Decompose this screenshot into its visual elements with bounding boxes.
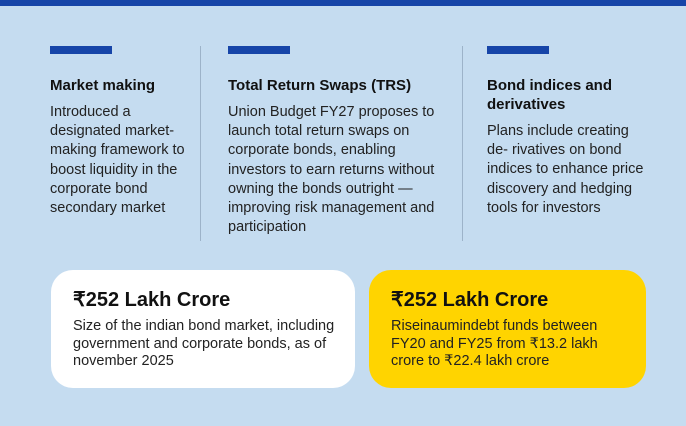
card-stat: ₹252 Lakh Crore (391, 289, 549, 311)
market-making-body: Introduced a designated market-making fr… (50, 104, 185, 217)
bond-market-size-card: ₹252 Lakh Crore Size of the indian bond … (51, 270, 355, 388)
trs-body: Union Budget FY27 proposes to launch tot… (228, 104, 435, 236)
column-divider (462, 46, 463, 241)
trs-title: Total Return Swaps (TRS) (228, 77, 412, 94)
column-divider (200, 46, 201, 241)
bond-indices-column: Bond indices and derivatives Plans inclu… (487, 46, 653, 218)
trs-column: Total Return Swaps (TRS) Union Budget FY… (228, 46, 446, 237)
column-accent-bar (487, 46, 549, 54)
column-accent-bar (50, 46, 112, 54)
column-accent-bar (228, 46, 290, 54)
bond-indices-body: Plans include creating de- rivatives on … (487, 123, 644, 216)
market-making-column: Market making Introduced a designated ma… (50, 46, 190, 218)
bond-indices-title: Bond indices and derivatives (487, 77, 613, 113)
top-accent-bar (0, 0, 686, 6)
debt-aum-card: ₹252 Lakh Crore Riseinaumindebt funds be… (369, 270, 646, 388)
card-description: Riseinaumindebt funds between FY20 and F… (391, 318, 598, 370)
card-description: Size of the indian bond market, includin… (73, 318, 335, 370)
card-stat: ₹252 Lakh Crore (73, 289, 231, 311)
market-making-title: Market making (50, 77, 156, 94)
